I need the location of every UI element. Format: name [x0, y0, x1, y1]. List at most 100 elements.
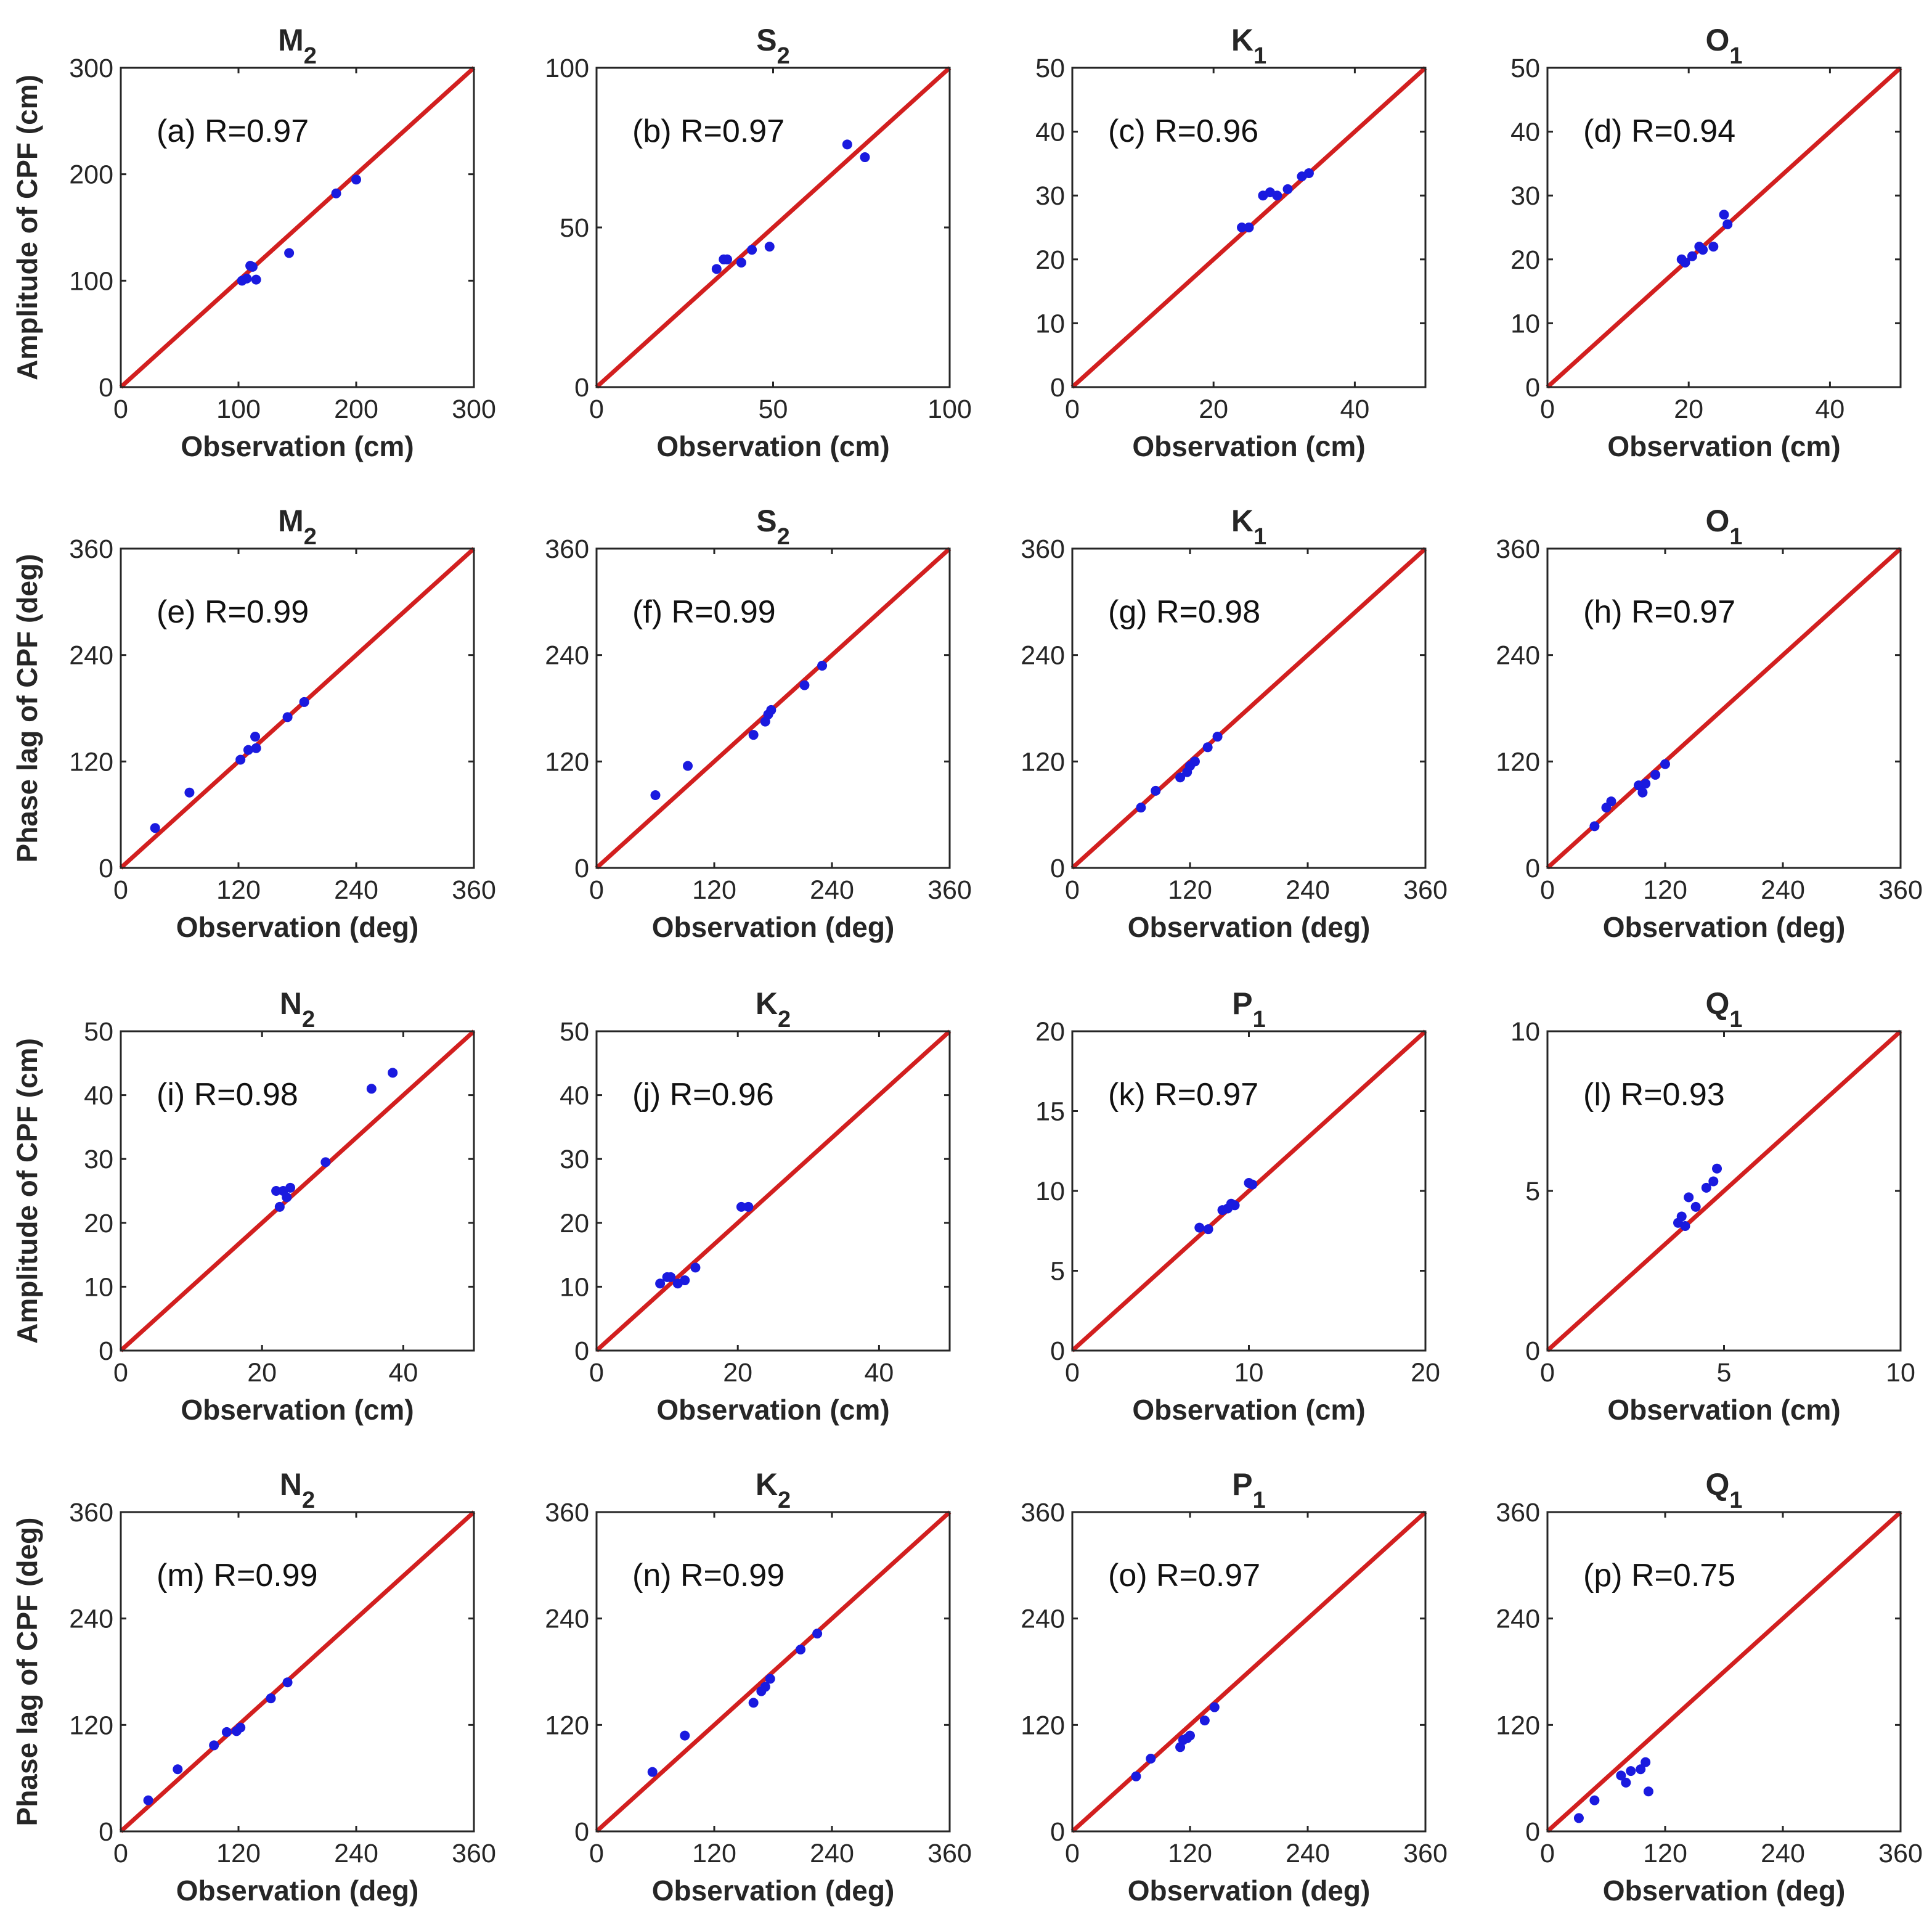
- x-tick-label: 240: [1761, 875, 1805, 905]
- y-tick-label: 120: [1496, 747, 1540, 777]
- identity-line: [595, 66, 952, 389]
- data-point: [1247, 1179, 1258, 1190]
- panel-8: 0 20 40 0 10 20 30 40 50 N2 Observation (cm) Amplit…: [11, 986, 476, 1426]
- panel-label: (o) R=0.97: [1108, 1558, 1260, 1593]
- y-tick-label: 5: [1050, 1257, 1065, 1286]
- identity-line: [119, 1029, 476, 1352]
- data-point: [766, 705, 776, 715]
- data-point: [150, 823, 160, 833]
- panel-label: (a) R=0.97: [157, 113, 309, 149]
- data-point: [250, 732, 261, 742]
- x-tick-label: 0: [1540, 1839, 1555, 1868]
- data-point: [247, 261, 258, 272]
- y-tick-label: 240: [1021, 641, 1065, 671]
- x-tick-label: 360: [927, 1839, 972, 1868]
- y-tick-label: 240: [1496, 641, 1540, 671]
- data-point: [1175, 772, 1186, 783]
- y-tick-label: 360: [1496, 1498, 1540, 1527]
- y-tick-label: 10: [1035, 1177, 1065, 1206]
- data-point: [1237, 223, 1247, 232]
- x-axis-label: Observation (deg): [176, 1875, 419, 1907]
- identity-line: [119, 66, 476, 389]
- x-axis-label: Observation (deg): [1603, 1875, 1846, 1907]
- data-point: [320, 1157, 331, 1167]
- panel-1: 0 50 100 0 50 100 S2 Observation (cm) (b) R=0.97: [545, 23, 972, 462]
- data-point: [680, 1730, 690, 1741]
- x-tick-label: 360: [1878, 875, 1923, 905]
- panel-label: (j) R=0.96: [632, 1077, 774, 1113]
- x-axis-label: Observation (deg): [176, 911, 419, 943]
- panel-title: M2: [278, 23, 317, 69]
- x-tick-label: 50: [759, 395, 788, 424]
- panel-title-subscript: 1: [1253, 43, 1266, 69]
- x-tick-label: 120: [1643, 875, 1687, 905]
- y-tick-label: 20: [1035, 245, 1065, 275]
- panel-15: 0 120 240 360 0 120 240 360 Q1 Observation (deg) (…: [1496, 1467, 1923, 1907]
- data-point: [366, 1084, 377, 1094]
- data-point: [1676, 1211, 1687, 1222]
- plot-frame: [120, 1511, 475, 1833]
- plot-frame: [120, 1030, 475, 1352]
- data-point: [331, 188, 341, 198]
- identity-line: [595, 1510, 952, 1833]
- data-point: [1680, 257, 1690, 268]
- x-tick-label: 0: [113, 395, 128, 424]
- x-tick-label: 360: [452, 1839, 496, 1868]
- y-tick-label: 240: [545, 641, 589, 671]
- x-tick-label: 0: [589, 395, 604, 424]
- panel-title: K1: [1231, 504, 1266, 550]
- data-point: [1719, 210, 1729, 220]
- y-tick-label: 360: [69, 534, 113, 564]
- y-tick-label: 5: [1525, 1177, 1540, 1206]
- plot-frame: [595, 1030, 951, 1352]
- data-point: [1229, 1200, 1240, 1211]
- y-tick-label: 360: [1021, 534, 1065, 564]
- y-tick-label: 120: [1496, 1711, 1540, 1740]
- y-tick-label: 10: [1510, 1017, 1540, 1047]
- y-tick-label: 20: [560, 1209, 589, 1238]
- panel-13: 0 120 240 360 0 120 240 360 K2 Observation (deg) (…: [545, 1467, 972, 1907]
- panel-title-subscript: 1: [1729, 524, 1742, 550]
- panel-title-subscript: 1: [1253, 1487, 1266, 1513]
- plot-frame: [1071, 67, 1427, 388]
- data-point: [1194, 1222, 1205, 1233]
- data-point: [282, 1677, 293, 1688]
- y-tick-label: 15: [1035, 1097, 1065, 1127]
- y-axis-label: Amplitude of CPF (cm): [11, 1038, 43, 1344]
- data-point: [173, 1764, 183, 1775]
- data-point: [1660, 759, 1670, 769]
- y-tick-label: 0: [99, 1336, 113, 1366]
- y-tick-label: 10: [1035, 309, 1065, 338]
- x-tick-label: 240: [810, 875, 854, 905]
- panel-title-subscript: 2: [777, 524, 790, 550]
- plot-frame: [1546, 547, 1902, 869]
- y-tick-label: 360: [1021, 1498, 1065, 1527]
- data-point: [1690, 1201, 1701, 1212]
- x-tick-label: 120: [692, 875, 736, 905]
- panel-title: K1: [1231, 23, 1266, 69]
- x-axis-label: Observation (cm): [1607, 1394, 1840, 1426]
- x-tick-label: 40: [864, 1358, 894, 1388]
- panel-label: (f) R=0.99: [632, 594, 776, 630]
- x-tick-label: 10: [1886, 1358, 1915, 1388]
- x-axis-label: Observation (deg): [1128, 1875, 1371, 1907]
- y-tick-label: 50: [84, 1017, 113, 1047]
- data-point: [143, 1795, 153, 1805]
- panel-title: N2: [280, 986, 315, 1032]
- identity-line: [595, 1029, 952, 1352]
- data-point: [1203, 1224, 1213, 1235]
- plot-frame: [1071, 1511, 1427, 1833]
- y-tick-label: 20: [84, 1209, 113, 1238]
- panel-title-subscript: 2: [304, 524, 317, 550]
- identity-line: [1546, 1029, 1902, 1352]
- panel-label: (p) R=0.75: [1583, 1558, 1735, 1593]
- data-point: [747, 245, 757, 255]
- x-tick-label: 120: [1643, 1839, 1687, 1868]
- x-tick-label: 40: [388, 1358, 418, 1388]
- plot-frame: [1071, 547, 1427, 869]
- y-tick-label: 360: [545, 1498, 589, 1527]
- panel-9: 0 20 40 0 10 20 30 40 50 K2 Observation (cm) (j) R=…: [560, 986, 952, 1426]
- identity-line: [1070, 1029, 1427, 1352]
- data-point: [242, 273, 252, 284]
- plot-frame: [595, 547, 951, 869]
